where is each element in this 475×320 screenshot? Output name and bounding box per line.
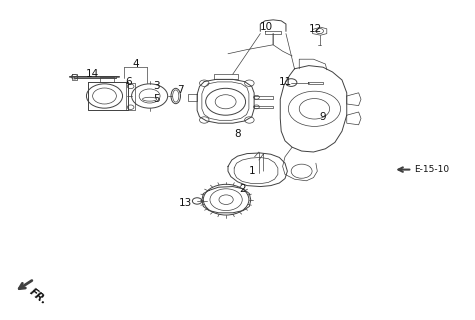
Text: 11: 11 [278,76,292,87]
Text: 2: 2 [239,184,246,194]
Text: 12: 12 [309,24,323,34]
Text: 13: 13 [179,198,192,208]
Text: 3: 3 [153,81,160,92]
Text: 7: 7 [177,84,184,95]
Text: E-15-10: E-15-10 [414,165,449,174]
Text: 8: 8 [234,129,241,140]
Text: 1: 1 [248,166,255,176]
Text: 14: 14 [86,68,99,79]
Text: FR.: FR. [28,286,49,306]
Text: 9: 9 [320,112,326,122]
Text: 10: 10 [259,22,273,32]
Text: 5: 5 [153,94,160,104]
Text: 4: 4 [132,59,139,69]
Text: 6: 6 [125,76,132,87]
